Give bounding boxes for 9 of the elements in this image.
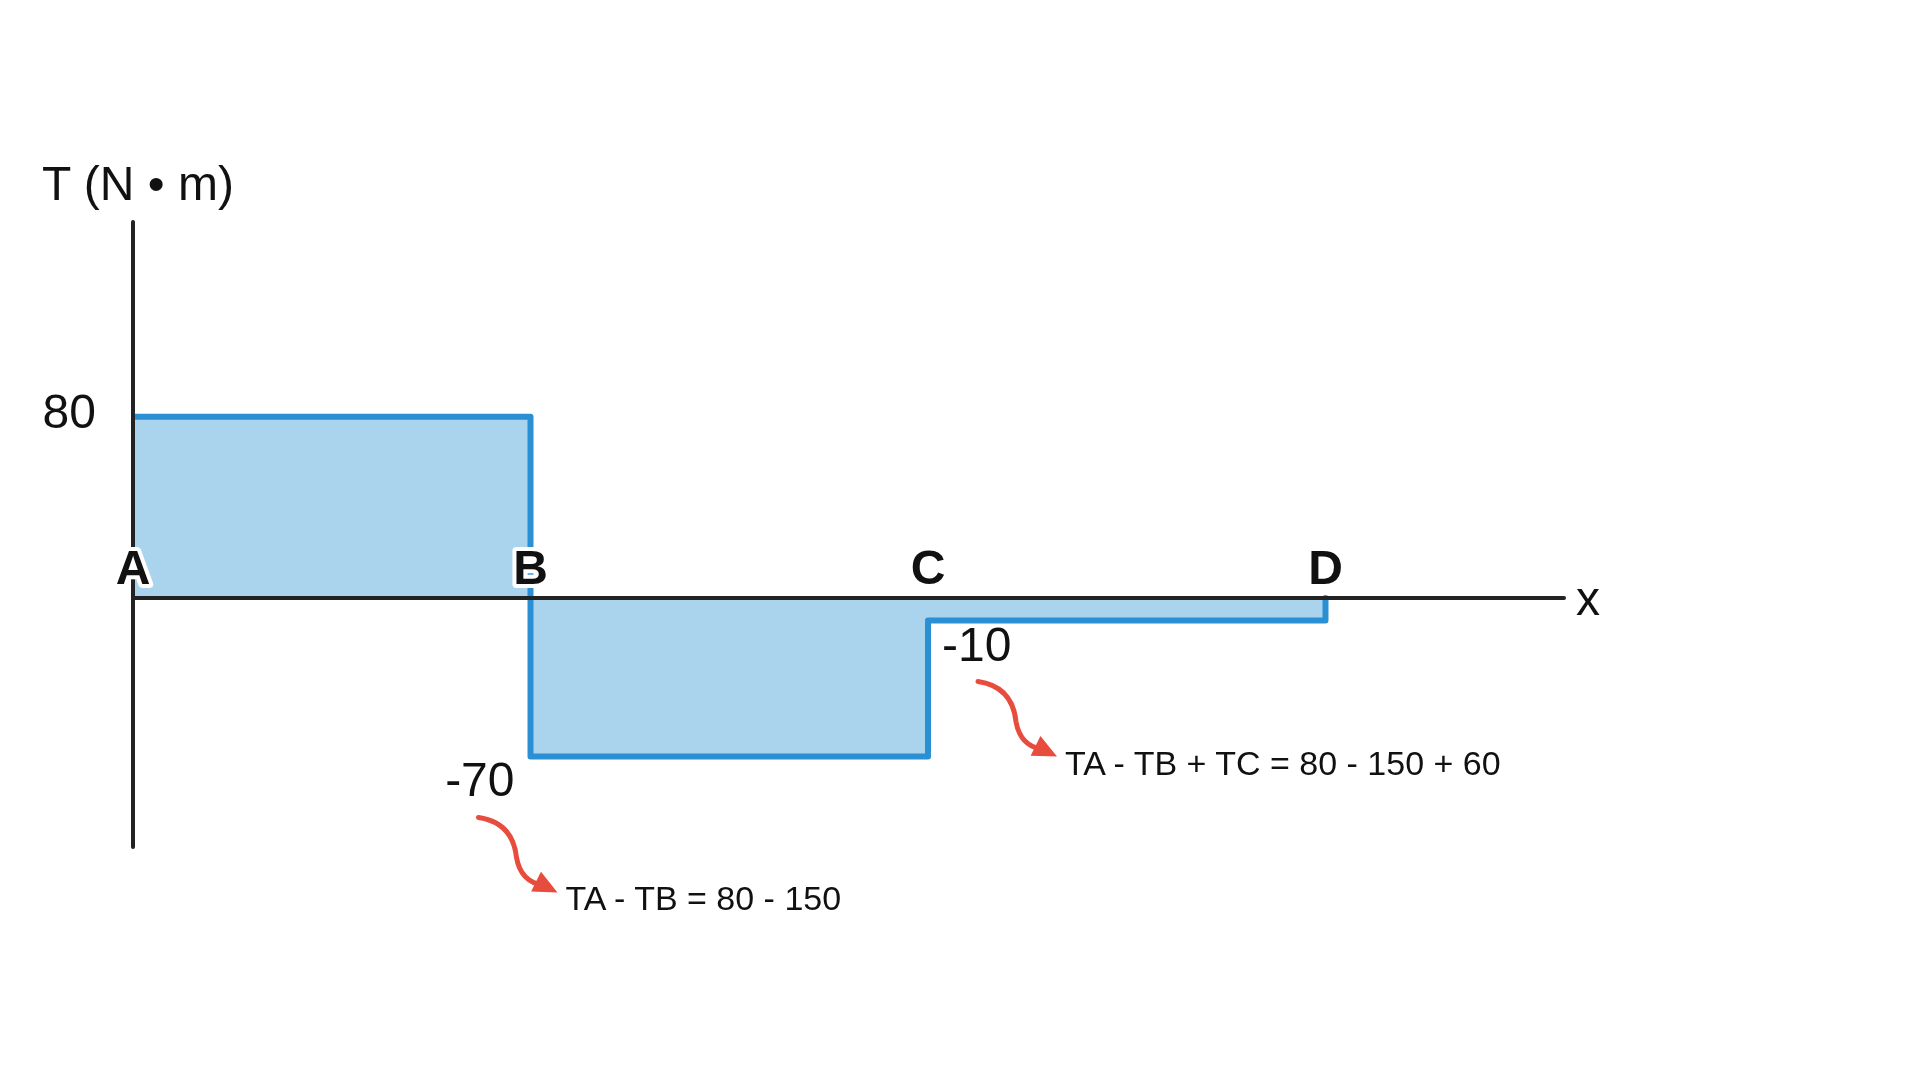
text: TA - TB = 80 - 150 (565, 879, 842, 918)
annotation: TA - TB + TC = 80 - 150 + 60 (1065, 743, 1501, 782)
x-axis-title: x (1576, 571, 1600, 625)
x-tick-label: D (1308, 540, 1343, 594)
x-tick-label: C (910, 540, 946, 594)
data-label: -10 (942, 617, 1012, 671)
data-label: 80 (42, 384, 96, 438)
y-axis-title: T (N • m) (42, 157, 234, 210)
data-label: -70 (445, 752, 515, 806)
